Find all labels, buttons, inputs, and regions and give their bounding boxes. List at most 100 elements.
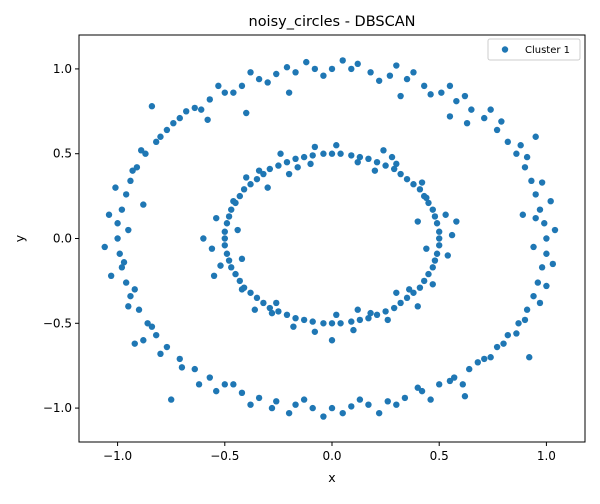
data-point <box>213 214 220 222</box>
data-point <box>403 175 411 183</box>
data-point <box>532 214 539 222</box>
data-point <box>148 103 156 110</box>
data-point <box>275 308 282 315</box>
data-point <box>373 158 381 166</box>
data-point <box>466 365 473 373</box>
data-point <box>122 279 130 286</box>
data-point <box>273 70 280 78</box>
data-point <box>365 315 372 322</box>
data-point <box>521 316 529 324</box>
data-point <box>354 158 361 166</box>
data-point <box>223 220 231 227</box>
data-point <box>247 181 254 188</box>
legend-label: Cluster 1 <box>525 45 570 56</box>
data-point <box>498 118 505 125</box>
data-point <box>118 264 126 271</box>
data-point <box>221 235 228 242</box>
data-point <box>356 316 364 324</box>
data-point <box>206 374 213 381</box>
data-point <box>523 153 531 161</box>
data-point <box>348 65 355 73</box>
data-point <box>532 133 539 140</box>
data-point <box>238 389 246 397</box>
data-point <box>453 218 460 225</box>
data-point <box>504 138 512 146</box>
data-point <box>416 284 424 291</box>
data-point <box>386 72 394 79</box>
data-point <box>243 109 250 117</box>
x-tick-label: −0.5 <box>210 449 239 463</box>
data-point <box>418 179 426 186</box>
data-point <box>410 181 417 188</box>
data-point <box>536 299 544 307</box>
data-point <box>221 89 228 96</box>
data-point <box>247 289 254 296</box>
data-point <box>393 401 400 408</box>
data-point <box>260 170 267 178</box>
data-point <box>107 272 115 280</box>
data-point <box>446 113 454 120</box>
data-point <box>328 65 336 73</box>
data-point <box>311 65 319 73</box>
data-point <box>112 184 119 191</box>
data-point <box>337 320 344 327</box>
data-point <box>444 252 451 259</box>
data-point <box>178 364 186 371</box>
data-point <box>551 226 559 234</box>
data-point <box>255 75 263 83</box>
data-point <box>500 340 507 347</box>
scatter-points <box>101 57 559 420</box>
data-point <box>427 396 434 403</box>
data-point <box>523 306 531 313</box>
data-point <box>140 201 147 208</box>
data-point <box>333 142 340 149</box>
data-point <box>300 153 308 161</box>
data-point <box>204 116 211 123</box>
data-point <box>221 242 228 249</box>
data-point <box>367 309 374 317</box>
data-point <box>137 147 145 154</box>
data-point <box>481 114 488 122</box>
data-point <box>388 153 396 161</box>
data-point <box>543 235 550 242</box>
data-point <box>320 72 327 79</box>
data-point <box>311 328 319 335</box>
data-point <box>285 170 293 178</box>
data-point <box>513 150 520 157</box>
data-point <box>131 286 138 293</box>
data-point <box>292 315 299 322</box>
data-point <box>468 106 475 113</box>
axis-ticks: −1.0 −0.5 0.0 0.5 1.0 −1.0 −0.5 0.0 0.5 1.0 <box>43 62 556 463</box>
data-point <box>414 218 421 225</box>
data-point <box>384 316 391 324</box>
data-point <box>487 106 494 113</box>
data-point <box>339 57 346 64</box>
data-point <box>236 277 244 285</box>
data-point <box>390 304 398 312</box>
data-point <box>461 92 469 100</box>
data-point <box>365 155 372 162</box>
data-point <box>481 355 488 363</box>
data-point <box>401 394 409 402</box>
data-point <box>375 77 383 84</box>
data-point <box>390 165 398 173</box>
data-point <box>230 89 237 96</box>
data-point <box>208 245 216 252</box>
data-point <box>210 272 218 280</box>
data-point <box>148 323 156 330</box>
data-point <box>536 206 544 213</box>
data-point <box>275 162 282 169</box>
data-point <box>534 279 542 286</box>
data-point <box>382 308 389 315</box>
data-point <box>135 306 143 313</box>
x-tick-label: 0.0 <box>322 449 341 463</box>
data-point <box>431 213 439 220</box>
data-point <box>303 58 310 66</box>
data-point <box>446 82 454 90</box>
data-point <box>230 197 237 205</box>
data-point <box>397 92 404 100</box>
y-tick-label: 0.0 <box>53 232 72 246</box>
data-point <box>157 133 164 140</box>
data-point <box>438 89 445 96</box>
